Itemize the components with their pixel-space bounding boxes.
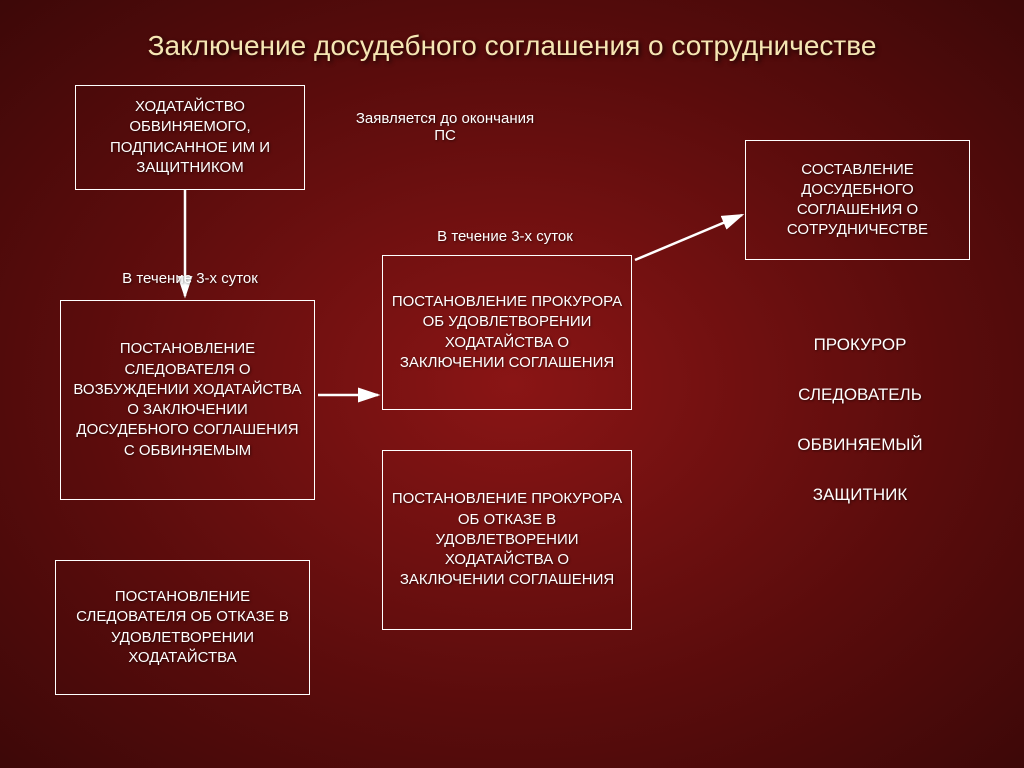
box-prosecutor-deny: ПОСТАНОВЛЕНИЕ ПРОКУРОРА ОБ ОТКАЗЕ В УДОВ… <box>382 450 632 630</box>
page-title: Заключение досудебного соглашения о сотр… <box>0 30 1024 62</box>
role-prosecutor: ПРОКУРОР <box>780 335 940 355</box>
box-agreement: СОСТАВЛЕНИЕ ДОСУДЕБНОГО СОГЛАШЕНИЯ О СОТ… <box>745 140 970 260</box>
box-prosecutor-grant: ПОСТАНОВЛЕНИЕ ПРОКУРОРА ОБ УДОВЛЕТВОРЕНИ… <box>382 255 632 410</box>
box-investigator-deny: ПОСТАНОВЛЕНИЕ СЛЕДОВАТЕЛЯ ОБ ОТКАЗЕ В УД… <box>55 560 310 695</box>
role-investigator: СЛЕДОВАТЕЛЬ <box>780 385 940 405</box>
role-defender: ЗАЩИТНИК <box>780 485 940 505</box>
box-petition: ХОДАТАЙСТВО ОБВИНЯЕМОГО, ПОДПИСАННОЕ ИМ … <box>75 85 305 190</box>
box-investigator-grant: ПОСТАНОВЛЕНИЕ СЛЕДОВАТЕЛЯ О ВОЗБУЖДЕНИИ … <box>60 300 315 500</box>
label-3days-left: В течение 3-х суток <box>90 270 290 287</box>
label-declared-before: Заявляется до окончания ПС <box>345 110 545 144</box>
label-3days-middle: В течение 3-х суток <box>405 228 605 245</box>
role-accused: ОБВИНЯЕМЫЙ <box>780 435 940 455</box>
